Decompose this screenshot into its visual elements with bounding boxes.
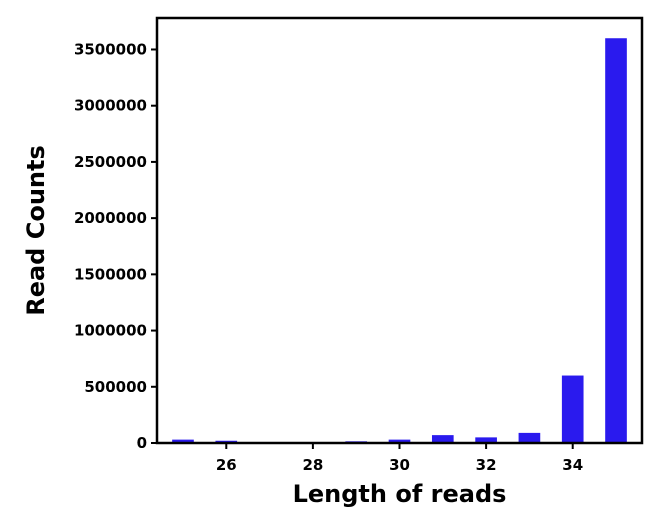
bar-32 xyxy=(475,437,497,443)
y-tick-label: 0 xyxy=(137,434,147,452)
bar-35 xyxy=(605,38,627,443)
y-tick-label: 1500000 xyxy=(74,265,147,283)
y-tick-label: 3000000 xyxy=(74,97,147,115)
y-tick-label: 3500000 xyxy=(74,40,147,58)
y-tick-label: 1000000 xyxy=(74,322,147,340)
y-axis-label: Read Counts xyxy=(22,145,50,316)
bar-31 xyxy=(431,435,454,443)
x-tick-label: 30 xyxy=(389,456,410,474)
y-tick-label: 2500000 xyxy=(74,153,147,171)
plot-frame xyxy=(155,16,644,445)
y-tick-label: 500000 xyxy=(84,378,147,396)
x-tick-label: 32 xyxy=(476,456,497,474)
x-axis: 26 28 30 32 34 xyxy=(216,443,583,474)
y-axis: 0 500000 1000000 1500000 2000000 2500000 30000… xyxy=(74,40,157,452)
bar-33 xyxy=(518,432,541,443)
y-tick-label: 2000000 xyxy=(74,209,147,227)
bar-30 xyxy=(388,439,411,443)
x-tick-label: 34 xyxy=(562,456,583,474)
x-tick-label: 28 xyxy=(302,456,323,474)
bar-25 xyxy=(172,439,194,443)
bar-34 xyxy=(561,375,584,443)
bars-group xyxy=(172,38,627,443)
x-tick-label: 26 xyxy=(216,456,237,474)
x-axis-label: Length of reads xyxy=(293,480,507,508)
